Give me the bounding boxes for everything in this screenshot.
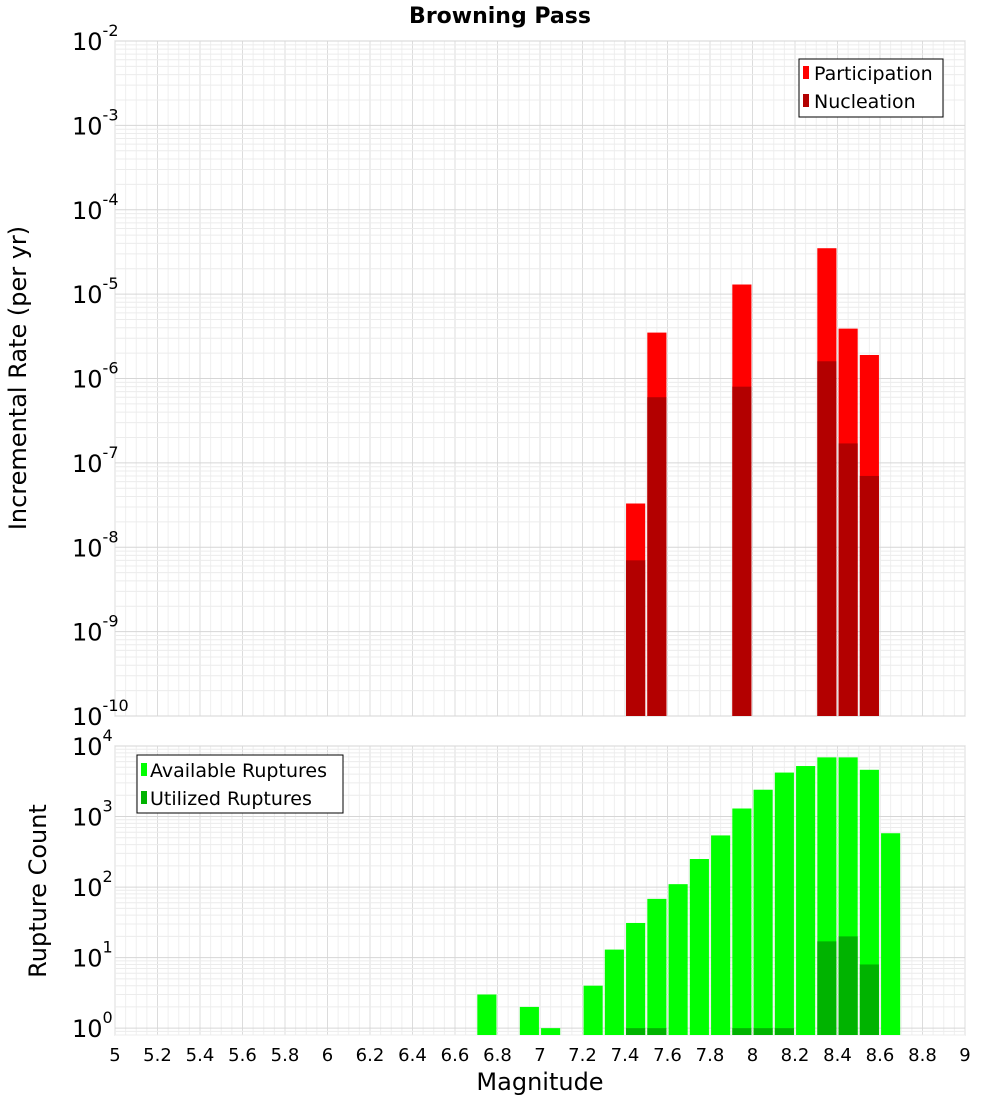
bar-utilized-ruptures [859, 964, 879, 1035]
x-tick-label: 6.2 [356, 1045, 385, 1066]
x-tick-label: 6.6 [441, 1045, 470, 1066]
top-grid [114, 40, 966, 717]
bar-nucleation [817, 361, 837, 716]
bar-utilized-ruptures [732, 1028, 752, 1035]
y-tick-label: 10-8 [72, 527, 119, 562]
bar-utilized-ruptures [838, 936, 858, 1035]
legend-swatch-available [141, 763, 147, 776]
bar-utilized-ruptures [774, 1028, 794, 1035]
x-tick-label: 8.4 [823, 1045, 852, 1066]
x-tick-label: 7.6 [653, 1045, 682, 1066]
bar-utilized-ruptures [647, 1028, 667, 1035]
x-tick-label: 7.4 [611, 1045, 640, 1066]
y-tick-label: 103 [72, 797, 113, 832]
y-tick-label: 10-10 [72, 696, 129, 731]
bar-available-ruptures [753, 789, 773, 1035]
bar-nucleation [732, 386, 752, 716]
x-tick-label: 7 [534, 1045, 545, 1066]
bar-available-ruptures [774, 772, 794, 1035]
legend-swatch-nucleation [803, 94, 809, 107]
legend-label-utilized: Utilized Ruptures [150, 788, 312, 810]
bottom-legend: Available Ruptures Utilized Ruptures [136, 754, 344, 814]
y-tick-label: 104 [72, 726, 113, 761]
x-tick-label: 8.2 [781, 1045, 810, 1066]
bar-nucleation [626, 560, 646, 716]
x-tick-label: 5.6 [228, 1045, 257, 1066]
y-tick-label: 10-2 [72, 21, 119, 56]
bottom-y-axis-title: Rupture Count [24, 804, 52, 978]
x-tick-label: 6.8 [483, 1045, 512, 1066]
legend-label-nucleation: Nucleation [814, 91, 916, 113]
top-y-axis-title: Incremental Rate (per yr) [4, 226, 32, 530]
x-tick-label: 6 [322, 1045, 333, 1066]
x-tick-label: 8 [747, 1045, 758, 1066]
bar-available-ruptures [604, 949, 624, 1035]
bar-available-ruptures [689, 859, 709, 1035]
bar-nucleation [647, 397, 667, 716]
x-tick-label: 5.2 [143, 1045, 172, 1066]
bar-available-ruptures [796, 766, 816, 1035]
bar-available-ruptures [647, 898, 667, 1035]
x-tick-label: 7.2 [568, 1045, 597, 1066]
y-tick-label: 10-7 [72, 443, 119, 478]
bar-utilized-ruptures [753, 1028, 773, 1035]
x-tick-label: 7.8 [696, 1045, 725, 1066]
bar-available-ruptures [583, 985, 603, 1035]
y-tick-label: 10-4 [72, 190, 119, 225]
top-bars [626, 248, 879, 717]
y-tick-label: 10-9 [72, 612, 119, 647]
bottom-y-tick-labels: 100 101 102 103 104 [72, 726, 113, 1043]
top-y-tick-labels: 10-10 10-9 10-8 10-7 10-6 10-5 10-4 10-3 10-2 [72, 21, 129, 731]
x-tick-labels: 5 5.2 5.4 5.6 5.8 6 6.2 6.4 6.6 6.8 7 7.2 7.4 7.6 7.8 8… [109, 1045, 970, 1066]
bar-available-ruptures [711, 835, 731, 1035]
legend-swatch-utilized [141, 791, 147, 804]
bar-available-ruptures [477, 994, 497, 1035]
bar-utilized-ruptures [626, 1028, 646, 1035]
bar-available-ruptures [519, 1006, 539, 1035]
x-tick-label: 5.4 [186, 1045, 215, 1066]
legend-label-available: Available Ruptures [150, 760, 327, 782]
bar-utilized-ruptures [817, 941, 837, 1035]
bottom-grid [114, 745, 966, 1036]
chart-title: Browning Pass [409, 4, 591, 29]
x-tick-label: 8.8 [908, 1045, 937, 1066]
bar-available-ruptures [881, 833, 901, 1035]
bottom-bars [477, 757, 901, 1035]
x-tick-label: 6.4 [398, 1045, 427, 1066]
top-legend-box [798, 58, 944, 118]
x-tick-label: 5.8 [271, 1045, 300, 1066]
bar-nucleation [838, 443, 858, 716]
y-tick-label: 10-3 [72, 105, 119, 140]
bar-nucleation [859, 475, 879, 716]
bar-available-ruptures [668, 884, 688, 1035]
bar-available-ruptures [732, 808, 752, 1035]
legend-label-participation: Participation [814, 63, 933, 85]
bottom-legend-box [136, 754, 344, 814]
y-tick-label: 102 [72, 867, 113, 902]
y-tick-label: 100 [72, 1008, 113, 1043]
x-tick-label: 5 [109, 1045, 120, 1066]
y-tick-label: 101 [72, 938, 113, 973]
top-legend: Participation Nucleation [798, 58, 944, 118]
x-axis-title: Magnitude [476, 1068, 603, 1096]
bar-available-ruptures [626, 922, 646, 1035]
y-tick-label: 10-6 [72, 359, 119, 394]
y-tick-label: 10-5 [72, 274, 119, 309]
bar-available-ruptures [541, 1028, 561, 1035]
legend-swatch-participation [803, 66, 809, 79]
x-tick-label: 9 [959, 1045, 970, 1066]
x-tick-label: 8.6 [866, 1045, 895, 1066]
